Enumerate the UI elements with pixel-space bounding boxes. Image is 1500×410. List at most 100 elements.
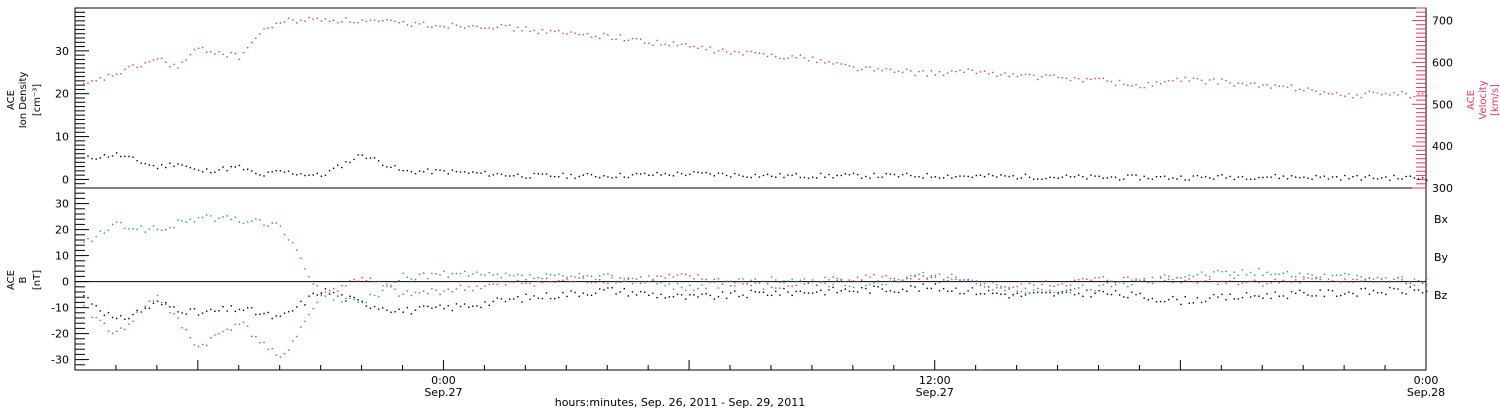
data-point xyxy=(1106,282,1109,284)
data-point xyxy=(1372,278,1375,280)
data-point xyxy=(1225,177,1227,179)
data-point xyxy=(308,276,310,278)
data-point xyxy=(1417,279,1420,282)
data-point xyxy=(1380,93,1383,96)
data-point xyxy=(156,294,159,297)
data-point xyxy=(787,174,789,176)
data-point xyxy=(1123,178,1125,180)
data-point xyxy=(533,295,535,297)
data-point xyxy=(963,292,965,295)
data-point xyxy=(1118,179,1121,181)
data-point xyxy=(1090,174,1092,176)
data-point xyxy=(594,281,597,284)
data-point xyxy=(468,306,470,308)
data-point xyxy=(562,279,564,281)
data-point xyxy=(1065,285,1068,287)
data-point xyxy=(1045,74,1047,76)
data-point xyxy=(1057,292,1059,294)
data-point xyxy=(1364,92,1366,95)
data-point xyxy=(1340,94,1342,97)
data-point xyxy=(1045,177,1047,180)
data-point xyxy=(832,177,834,179)
data-point xyxy=(1131,291,1133,293)
data-point xyxy=(1413,177,1416,179)
data-point xyxy=(746,283,748,285)
data-point xyxy=(463,270,466,273)
data-point xyxy=(337,295,339,298)
data-point xyxy=(267,311,269,314)
data-point xyxy=(619,172,621,175)
data-point xyxy=(484,285,486,287)
data-point xyxy=(463,289,466,291)
data-point xyxy=(1204,280,1207,282)
data-point xyxy=(979,174,982,176)
data-point xyxy=(664,284,666,287)
data-point xyxy=(545,292,548,294)
data-point xyxy=(750,50,752,53)
data-point xyxy=(533,277,535,280)
data-point xyxy=(206,168,208,170)
data-point xyxy=(1352,175,1354,178)
data-point xyxy=(353,21,355,24)
data-point xyxy=(206,51,208,54)
data-point xyxy=(1037,78,1039,81)
data-point xyxy=(848,279,851,281)
data-point xyxy=(345,300,347,302)
data-point xyxy=(230,165,232,168)
data-point xyxy=(1286,297,1289,300)
data-point xyxy=(386,285,388,287)
data-point xyxy=(148,228,151,230)
data-point xyxy=(451,273,454,275)
data-point xyxy=(1270,273,1272,276)
data-point xyxy=(218,310,220,312)
data-point xyxy=(1229,82,1231,84)
data-point xyxy=(656,296,658,299)
data-point xyxy=(201,171,204,173)
data-point xyxy=(746,296,748,299)
data-point xyxy=(361,19,363,21)
data-point xyxy=(296,306,298,308)
data-point xyxy=(124,328,126,331)
data-point xyxy=(271,317,273,320)
data-point xyxy=(787,57,789,59)
data-point xyxy=(324,291,327,293)
data-point xyxy=(1028,176,1031,179)
data-point xyxy=(1012,294,1014,297)
data-point xyxy=(910,277,912,280)
data-point xyxy=(746,50,748,53)
data-point xyxy=(517,173,519,175)
data-point xyxy=(1421,177,1424,179)
data-point xyxy=(369,307,372,309)
data-point xyxy=(1307,177,1309,179)
data-point xyxy=(615,176,617,179)
data-point xyxy=(697,274,699,276)
data-point xyxy=(869,276,871,278)
data-point xyxy=(1323,273,1326,275)
data-point xyxy=(156,300,159,302)
data-point xyxy=(1323,91,1326,93)
data-point xyxy=(549,274,552,276)
data-point xyxy=(230,305,232,307)
data-point xyxy=(787,285,789,287)
data-point xyxy=(95,316,97,319)
data-point xyxy=(234,52,237,55)
data-point xyxy=(488,271,490,274)
data-point xyxy=(1028,292,1031,295)
data-point xyxy=(1000,74,1002,76)
data-point xyxy=(177,317,179,319)
data-point xyxy=(906,172,908,175)
data-point xyxy=(181,327,183,329)
data-point xyxy=(1274,173,1276,176)
data-point xyxy=(345,297,347,300)
data-point xyxy=(361,277,363,279)
data-point xyxy=(345,161,347,163)
data-point xyxy=(967,279,969,281)
data-point xyxy=(725,51,728,53)
data-point xyxy=(775,55,777,58)
data-point xyxy=(705,292,707,295)
data-point xyxy=(1028,282,1031,285)
data-point xyxy=(529,177,531,179)
data-point xyxy=(206,214,208,216)
data-point xyxy=(852,280,855,282)
data-point xyxy=(390,311,392,314)
